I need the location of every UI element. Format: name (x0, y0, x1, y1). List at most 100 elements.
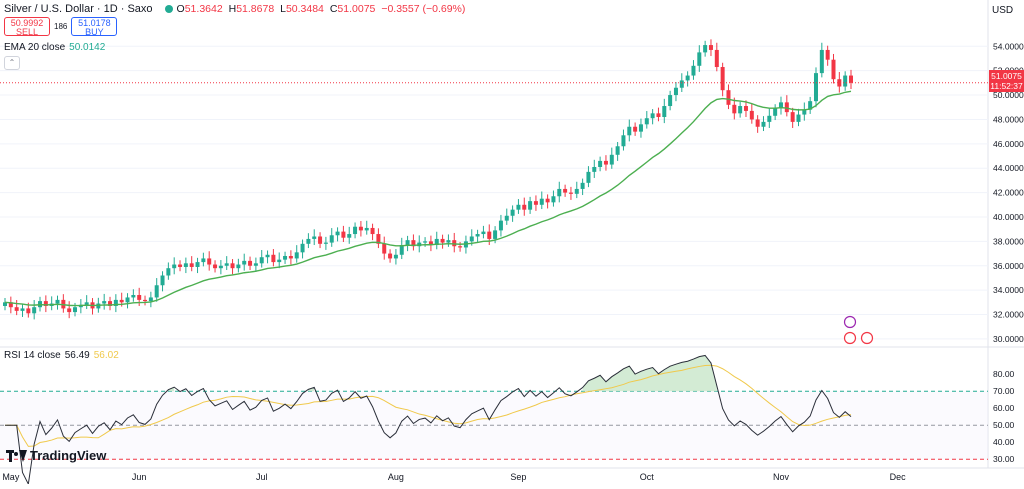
price-tick-label: 38.0000 (993, 236, 1024, 246)
candle-body (586, 171, 591, 183)
candle-body (656, 113, 661, 118)
collapse-legend-icon[interactable]: ⌃ (4, 56, 20, 70)
candle-body (808, 101, 813, 110)
close-label: C (329, 3, 338, 15)
candle-body (802, 109, 807, 115)
ohlc-values: O51.3642 H51.8678 L50.3484 C51.0075 −0.3… (177, 3, 469, 15)
candle-body (405, 240, 410, 246)
candle-body (8, 302, 13, 308)
candle-body (557, 188, 562, 197)
candle-body (236, 264, 241, 269)
rsi-overbought-fill (582, 355, 717, 392)
rsi-ma-line (5, 364, 852, 447)
candle-body (84, 302, 89, 305)
time-tick-label: Sep (510, 472, 526, 482)
price-tick-label: 42.0000 (993, 188, 1024, 198)
candle-body (481, 231, 486, 235)
candle-body (551, 196, 556, 203)
candle-body (335, 231, 340, 236)
symbol-title[interactable]: Silver / U.S. Dollar · 1D · Saxo (4, 3, 153, 15)
time-tick-label: Dec (890, 472, 907, 482)
candle-body (475, 234, 480, 237)
candle-body (493, 230, 498, 239)
candle-body (265, 254, 270, 258)
ema-legend-label: EMA 20 close (4, 42, 66, 53)
candle-body (347, 234, 352, 238)
candle-body (318, 236, 323, 244)
market-status-icon (164, 5, 173, 13)
candle-body (662, 106, 667, 118)
candle-body (627, 126, 632, 136)
candle-body (487, 231, 492, 239)
candle-body (563, 188, 568, 193)
candle-body (294, 252, 299, 259)
candle-body (428, 241, 433, 246)
candle-body (469, 236, 474, 242)
candle-body (43, 301, 48, 306)
rsi-tick-label: 80.00 (993, 369, 1015, 379)
price-tick-label: 34.0000 (993, 285, 1024, 295)
tradingview-brand[interactable]: TradingView (6, 448, 106, 463)
sell-label: SELL (15, 27, 39, 37)
candle-body (143, 299, 148, 302)
candle-body (55, 299, 60, 304)
change-value: −0.3557 (−0.69%) (381, 3, 466, 15)
candle-body (218, 265, 223, 269)
candle-body (271, 254, 276, 263)
candle-body (708, 45, 713, 50)
close-value: 51.0075 (337, 3, 376, 15)
us-flag-event-icon (860, 331, 874, 345)
candle-body (668, 95, 673, 107)
candle-body (679, 80, 684, 88)
sell-price: 50.9992 (10, 18, 44, 28)
candle-body (300, 243, 305, 253)
candle-body (108, 301, 113, 306)
candle-body (574, 188, 579, 194)
candle-body (580, 182, 585, 189)
candle-body (615, 146, 620, 155)
candle-body (207, 258, 212, 265)
candle-body (358, 226, 363, 231)
buy-button[interactable]: 51.0178 BUY (71, 17, 118, 37)
candle-body (341, 231, 346, 238)
rsi-legend[interactable]: RSI 14 close 56.49 56.02 (4, 350, 119, 361)
rsi-tick-label: 50.00 (993, 420, 1015, 430)
price-tick-label: 48.0000 (993, 114, 1024, 124)
candle-body (370, 227, 375, 235)
candle-body (434, 238, 439, 246)
candle-body (137, 295, 142, 300)
candle-body (522, 204, 527, 210)
rsi-ma-legend-value: 56.02 (93, 350, 119, 361)
candle-body (650, 113, 655, 119)
rsi-legend-label: RSI 14 close (4, 350, 61, 361)
candle-body (773, 108, 778, 116)
candle-body (609, 154, 614, 165)
candle-body (598, 160, 603, 167)
sell-button[interactable]: 50.9992 SELL (4, 17, 50, 37)
last-price-value: 51.0075 (991, 71, 1022, 81)
candle-body (539, 198, 544, 205)
candle-body (825, 49, 830, 60)
candle-body (195, 262, 200, 267)
price-tick-label: 36.0000 (993, 261, 1024, 271)
candle-body (440, 238, 445, 243)
candle-body (312, 236, 317, 239)
candle-body (242, 260, 247, 265)
currency-label[interactable]: USD (992, 5, 1014, 16)
candle-body (248, 260, 253, 266)
candle-body (510, 209, 515, 216)
chart-header: Silver / U.S. Dollar · 1D · Saxo O51.364… (4, 3, 468, 15)
candle-body (603, 160, 608, 165)
candle-body (843, 75, 848, 87)
ema-legend[interactable]: EMA 20 close 50.0142 (4, 42, 105, 53)
candle-body (32, 307, 37, 314)
candle-body (259, 257, 264, 264)
candle-body (691, 65, 696, 76)
rsi-tick-label: 60.00 (993, 403, 1015, 413)
buy-price: 51.0178 (78, 18, 111, 28)
candle-body (633, 126, 638, 132)
price-tick-label: 44.0000 (993, 163, 1024, 173)
candle-body (749, 110, 754, 120)
candle-body (498, 220, 503, 231)
